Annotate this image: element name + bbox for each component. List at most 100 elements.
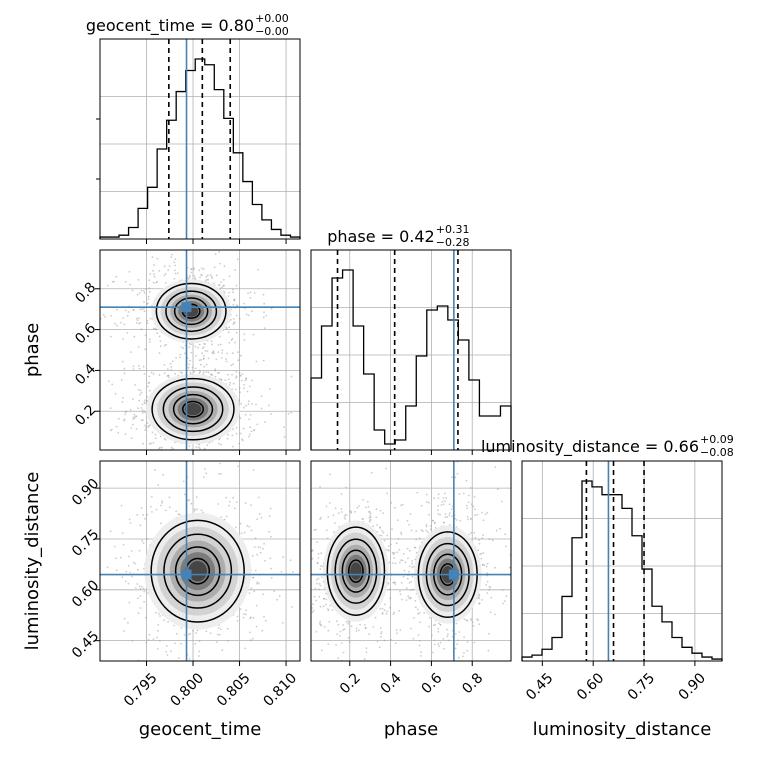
sample-point (472, 505, 475, 508)
sample-point (329, 502, 331, 504)
sample-point (494, 613, 496, 616)
sample-point (189, 632, 192, 635)
sample-point (221, 352, 224, 354)
sample-point (144, 348, 147, 351)
sample-point (335, 644, 337, 646)
sample-point (233, 298, 236, 300)
sample-point (211, 374, 214, 377)
sample-point (199, 370, 202, 373)
sample-point (187, 366, 190, 369)
sample-point (458, 631, 461, 633)
sample-point (136, 319, 139, 322)
sample-point (433, 639, 436, 642)
sample-point (124, 309, 127, 312)
sample-point (388, 588, 391, 591)
sample-point (458, 493, 461, 495)
sample-point (144, 402, 146, 405)
sample-point (165, 645, 168, 647)
sample-point (265, 619, 267, 622)
sample-point (172, 447, 175, 450)
truth-marker (448, 569, 459, 580)
sample-point (379, 509, 382, 512)
sample-point (110, 335, 112, 338)
sample-point (102, 313, 105, 316)
sample-point (124, 413, 127, 416)
sample-point (253, 292, 256, 294)
sample-point (146, 322, 149, 324)
sample-point (397, 538, 400, 540)
sample-point (139, 389, 142, 392)
sample-point (237, 465, 240, 467)
sample-point (478, 623, 481, 626)
sample-point (189, 371, 192, 374)
sample-point (156, 636, 159, 639)
sample-point (381, 607, 384, 610)
sample-point (350, 625, 353, 628)
x-tick-label: 0.75 (625, 670, 658, 703)
sample-point (437, 627, 440, 630)
sample-point (487, 649, 490, 652)
sample-point (123, 367, 126, 370)
sample-point (223, 290, 225, 293)
sample-point (123, 372, 126, 375)
sample-point (203, 343, 205, 345)
sample-point (228, 326, 231, 329)
sample-point (314, 587, 317, 590)
sample-point (131, 639, 134, 642)
sample-point (137, 346, 140, 348)
sample-point (383, 609, 386, 612)
sample-point (155, 281, 158, 284)
sample-point (147, 638, 150, 641)
sample-point (336, 620, 338, 623)
sample-point (361, 517, 364, 520)
sample-point (256, 423, 259, 426)
sample-point (123, 617, 126, 620)
sample-point (481, 599, 483, 601)
sample-point (432, 519, 434, 522)
x-tick-label: 0.8 (459, 670, 486, 697)
sample-point (243, 302, 246, 305)
sample-point (238, 372, 241, 375)
sample-point (356, 506, 359, 509)
sample-point (135, 428, 138, 430)
sample-point (399, 590, 401, 593)
sample-point (129, 408, 132, 411)
sample-point (459, 520, 462, 522)
sample-point (206, 274, 209, 277)
sample-point (405, 587, 408, 590)
sample-point (236, 351, 239, 353)
sample-point (131, 289, 134, 292)
sample-point (231, 434, 234, 437)
sample-point (164, 272, 167, 275)
sample-point (166, 654, 169, 656)
sample-point (194, 642, 197, 645)
sample-point (255, 604, 258, 607)
sample-point (205, 363, 208, 366)
sample-point (437, 504, 439, 507)
sample-point (448, 514, 451, 517)
sample-point (410, 589, 412, 591)
sample-point (130, 437, 133, 440)
sample-point (144, 334, 147, 337)
sample-point (188, 346, 191, 348)
sample-point (408, 549, 411, 552)
sample-point (462, 655, 464, 658)
sample-point (410, 627, 412, 630)
panel-frame (310, 460, 512, 662)
sample-point (128, 601, 131, 604)
sample-point (133, 335, 136, 338)
sample-point (179, 371, 182, 374)
sample-point (153, 276, 156, 278)
sample-point (218, 371, 221, 374)
sample-point (411, 560, 414, 562)
contour-line (334, 538, 378, 604)
sample-point (148, 389, 151, 392)
sample-point (414, 600, 417, 602)
sample-point (143, 373, 146, 375)
sample-point (456, 643, 458, 646)
sample-point (136, 583, 139, 585)
sample-point (319, 624, 322, 626)
panel-frame (99, 249, 301, 451)
sample-point (455, 519, 458, 521)
sample-point (488, 632, 490, 635)
